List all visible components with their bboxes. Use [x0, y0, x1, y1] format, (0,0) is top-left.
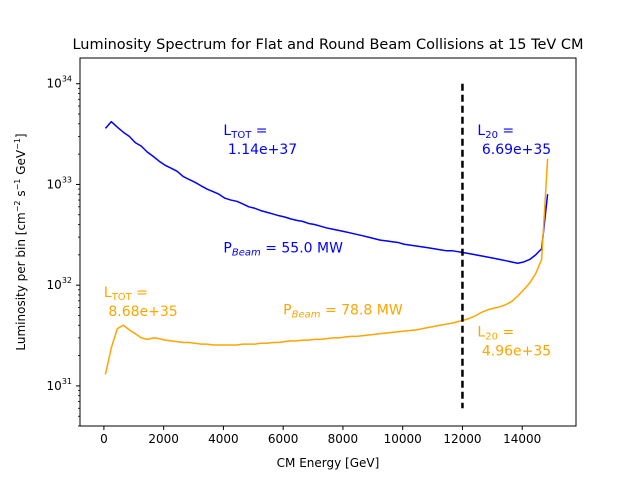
- y-label-exp1: −2: [13, 200, 22, 212]
- annotation-ltot-blue-line2: 1.14e+37: [223, 142, 297, 158]
- annotation-pbeam-blue: PBeam = 55.0 MW: [223, 241, 343, 259]
- x-tick-label: 4000: [208, 432, 239, 446]
- series-layer: [104, 120, 549, 375]
- annotation-ltot-blue-line1: LTOT =: [223, 123, 267, 141]
- y-label-close: ]: [14, 133, 28, 138]
- annotation-l20-orange-line1: L20 =: [477, 324, 514, 342]
- annotation-ltot-orange-line2: 8.68e+35: [104, 304, 178, 320]
- y-tick-label: 1032: [47, 276, 72, 292]
- x-tick-label: 14000: [503, 432, 541, 446]
- y-axis-label: Luminosity per bin [cm−2 s−1 GeV−1]: [13, 133, 28, 350]
- x-tick-label: 10000: [384, 432, 422, 446]
- y-label-exp3: −1: [13, 138, 22, 150]
- plot-area: 0 2000 4000 6000 8000 10000 12000 14000 1031103…: [47, 57, 577, 446]
- annotation-pbeam-orange: PBeam = 78.8 MW: [283, 303, 403, 321]
- annotation-l20-blue-line2: 6.69e+35: [477, 142, 551, 158]
- x-tick-label: 0: [100, 432, 108, 446]
- x-tick-label: 8000: [328, 432, 359, 446]
- annotation-ltot-orange-line1: LTOT =: [104, 285, 148, 303]
- series-line-2: [104, 158, 549, 375]
- y-label-end: GeV: [14, 149, 28, 178]
- y-label-main: Luminosity per bin [cm: [14, 212, 28, 350]
- y-label-exp2: −1: [13, 179, 22, 191]
- plot-frame: [79, 57, 577, 427]
- x-axis-ticks: 0 2000 4000 6000 8000 10000 12000 14000: [100, 426, 541, 446]
- annotation-layer: LTOT = 1.14e+37 L20 = 6.69e+35 PBeam = 55.…: [104, 123, 551, 359]
- x-tick-label: 2000: [148, 432, 179, 446]
- x-tick-label: 12000: [443, 432, 481, 446]
- x-axis-label: CM Energy [GeV]: [277, 456, 380, 470]
- annotation-l20-orange-line2: 4.96e+35: [477, 343, 551, 359]
- annotation-l20-blue-line1: L20 =: [477, 123, 514, 141]
- y-tick-label: 1033: [47, 175, 72, 191]
- x-tick-label: 6000: [268, 432, 299, 446]
- chart-title: Luminosity Spectrum for Flat and Round B…: [72, 37, 583, 53]
- y-axis-ticks: 1031 1032 1033 1034: [47, 75, 80, 427]
- y-label-mid: s: [14, 190, 28, 200]
- y-tick-label: 1034: [47, 75, 72, 91]
- y-tick-label: 1031: [47, 377, 72, 393]
- series-line-1: [104, 120, 549, 265]
